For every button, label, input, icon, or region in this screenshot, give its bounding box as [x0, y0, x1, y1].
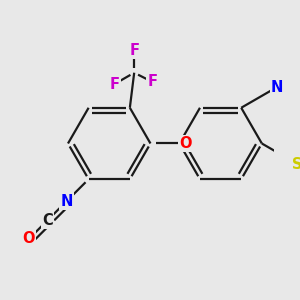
Text: C: C [42, 212, 53, 227]
Text: F: F [110, 76, 120, 92]
Text: F: F [129, 43, 139, 58]
Text: S: S [292, 157, 300, 172]
Text: N: N [271, 80, 283, 94]
Text: F: F [148, 74, 158, 89]
Text: O: O [179, 136, 192, 151]
Text: N: N [61, 194, 73, 208]
Text: O: O [22, 232, 35, 247]
